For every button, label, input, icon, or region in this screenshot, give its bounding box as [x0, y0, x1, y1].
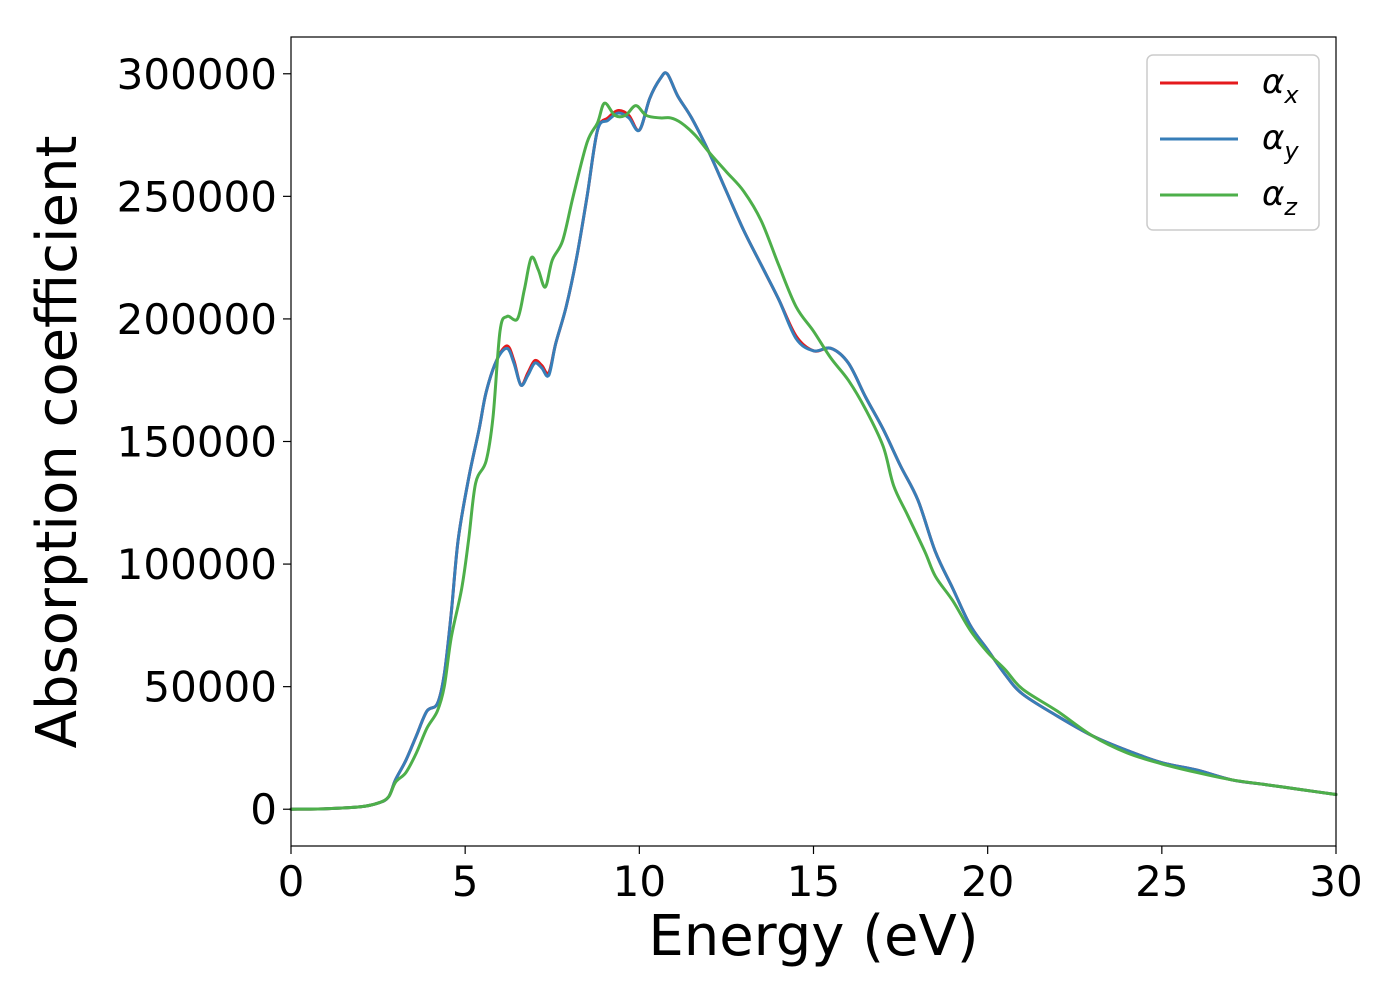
- x-tick-label: 0: [278, 857, 305, 906]
- x-axis-title: Energy (eV): [648, 904, 978, 969]
- x-axis-ticks: 0 5 10 15 20 25 30: [278, 846, 1363, 906]
- legend-box: [1146, 54, 1320, 231]
- legend-label-base: α: [1262, 174, 1284, 214]
- legend-label-subscript: y: [1283, 137, 1299, 165]
- x-tick-label: 30: [1309, 857, 1362, 906]
- y-tick-label: 0: [250, 785, 277, 834]
- legend-label: αz: [1262, 174, 1298, 221]
- legend-label-base: α: [1262, 118, 1284, 158]
- legend-label-subscript: z: [1283, 193, 1298, 221]
- x-tick-label: 20: [961, 857, 1014, 906]
- legend-label-base: α: [1262, 62, 1284, 102]
- x-tick-label: 5: [452, 857, 479, 906]
- y-tick-label: 100000: [117, 540, 277, 589]
- y-tick-label: 50000: [143, 663, 277, 712]
- y-tick-label: 200000: [117, 295, 277, 344]
- y-axis-title: Absorption coefficient: [25, 136, 90, 749]
- x-tick-label: 15: [787, 857, 840, 906]
- legend-label: αx: [1262, 62, 1299, 109]
- y-tick-label: 150000: [117, 418, 277, 467]
- series-line-alpha-z: [289, 101, 1338, 811]
- legend-label-subscript: x: [1283, 81, 1299, 109]
- y-tick-label: 300000: [117, 50, 277, 99]
- legend-label: αy: [1262, 118, 1299, 165]
- series-layer: [289, 71, 1338, 811]
- y-axis-ticks: 0 50000 100000 150000 200000 250000 300000: [117, 50, 291, 834]
- x-tick-label: 10: [613, 857, 666, 906]
- x-tick-label: 25: [1135, 857, 1188, 906]
- y-tick-label: 250000: [117, 172, 277, 221]
